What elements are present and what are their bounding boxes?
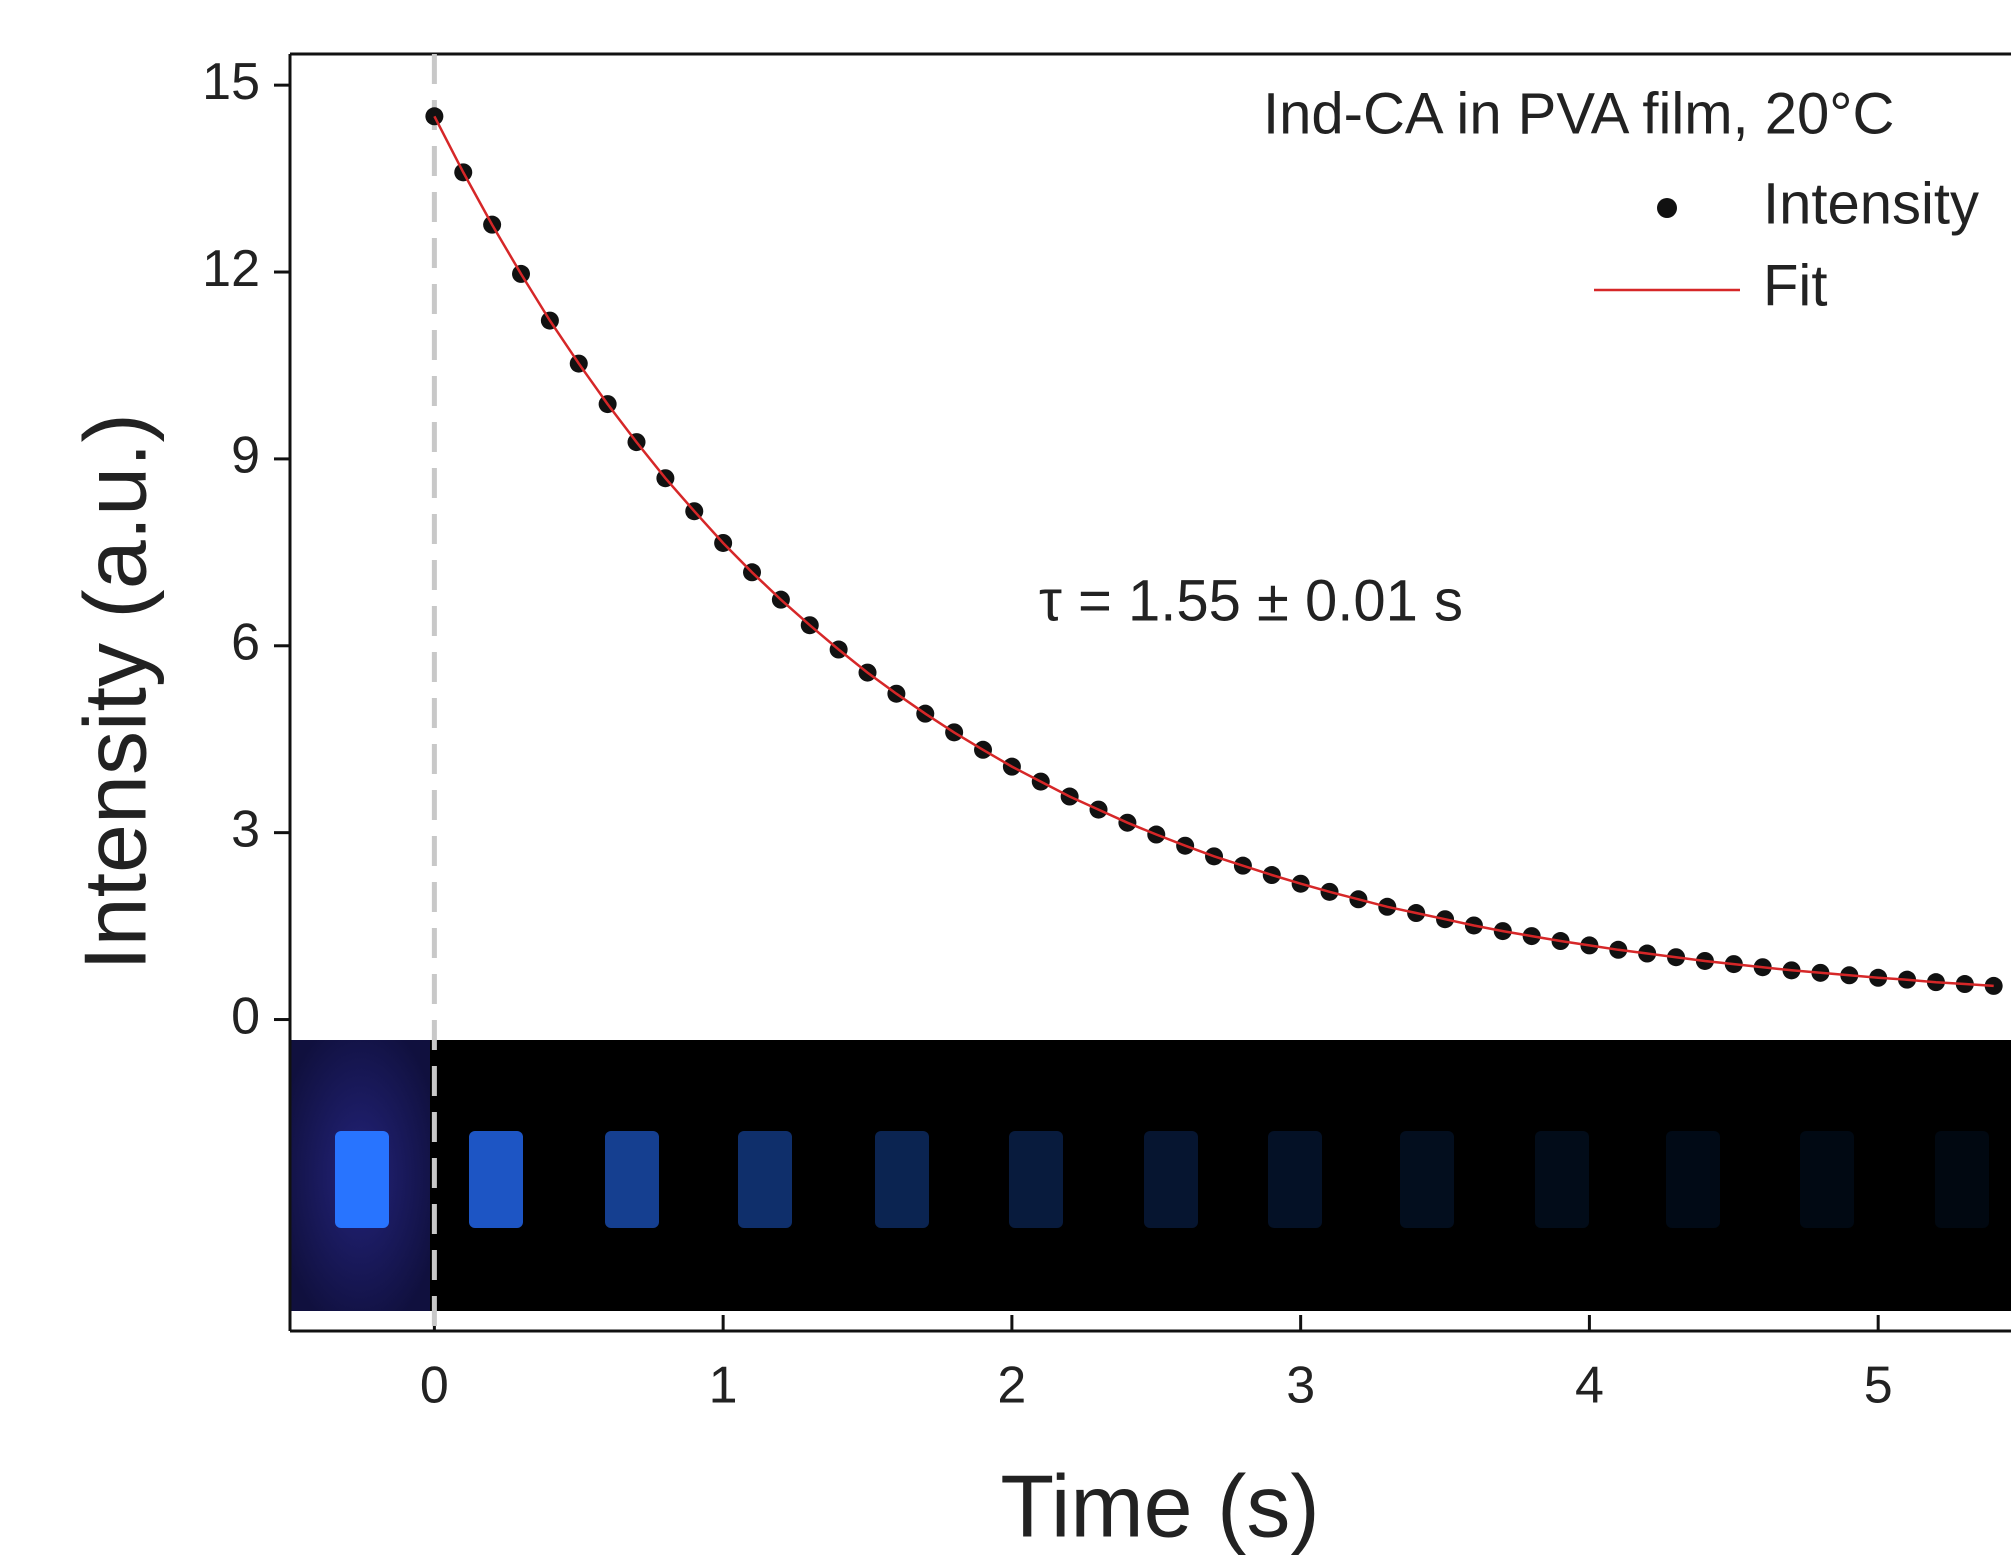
y-tick-label: 9 [231,427,260,485]
sample-photo [1268,1131,1322,1228]
sample-photo [1400,1131,1454,1228]
legend-title: Ind-CA in PVA film, 20°C [1263,81,1894,146]
legend-label: Intensity [1763,171,1979,236]
legend-label: Fit [1763,253,1827,318]
x-tick-label: 1 [709,1357,738,1415]
y-tick-label: 12 [202,240,260,298]
sample-photo [1009,1131,1063,1228]
y-tick-label: 0 [231,987,260,1045]
x-tick-label: 3 [1286,1357,1315,1415]
x-tick-label: 4 [1575,1357,1604,1415]
photo-strip [290,1040,2011,1311]
y-tick-label: 3 [231,800,260,858]
x-tick-label: 5 [1864,1357,1893,1415]
annotation: τ = 1.55 ± 0.01 s [1039,568,1463,633]
sample-photo [469,1131,523,1228]
sample-photo [1144,1131,1198,1228]
sample-photo [738,1131,792,1228]
sample-photo [1935,1131,1989,1228]
sample-photo [1800,1131,1854,1228]
x-tick-label: 0 [420,1357,449,1415]
y-axis-title: Intensity (a.u.) [65,413,164,971]
y-tick-label: 15 [202,53,260,111]
y-tick-label: 6 [231,614,260,672]
fit-line [433,115,1994,988]
sample-photo [1535,1131,1589,1228]
sample-photo [875,1131,929,1228]
x-axis-title: Time (s) [1000,1456,1319,1555]
sample-photo [335,1131,389,1228]
data-point [425,107,444,126]
sample-photo [605,1131,659,1228]
sample-photo [1666,1131,1720,1228]
legend-marker [1657,198,1677,218]
x-tick-label: 2 [997,1357,1026,1415]
